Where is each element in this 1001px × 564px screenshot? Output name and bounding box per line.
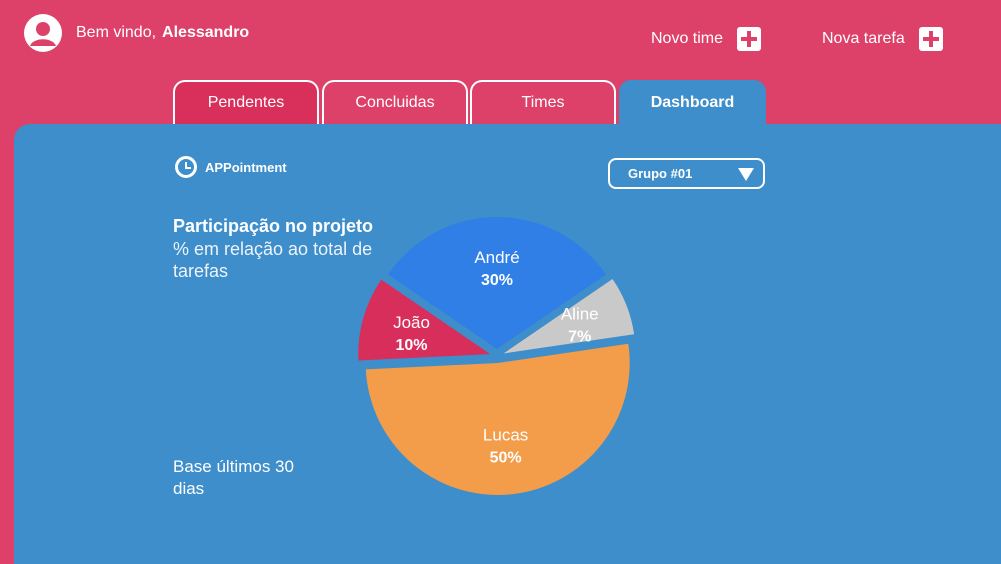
chart-note: Base últimos 30 dias — [173, 457, 294, 498]
tab-pendentes[interactable]: Pendentes — [173, 80, 319, 124]
pie-slice-joão — [358, 279, 491, 361]
slice-value-label: 10% — [395, 337, 427, 354]
plus-icon — [918, 27, 943, 51]
clock-icon — [175, 156, 197, 178]
slice-name-label: Lucas — [483, 425, 528, 444]
group-select-value: Grupo #01 — [628, 166, 693, 181]
slice-value-label: 7% — [568, 329, 591, 346]
greeting: Bem vindo, — [76, 24, 157, 41]
tab-times[interactable]: Times — [470, 80, 616, 124]
user-avatar-icon[interactable] — [24, 14, 62, 52]
slice-value-label: 50% — [490, 449, 522, 466]
top-bar: Bem vindo, Alessandro Novo time Nova tare… — [0, 0, 1001, 80]
tab-concluidas[interactable]: Concluidas — [322, 80, 468, 124]
pie-slice-aline — [503, 279, 635, 354]
user-name: Alessandro — [162, 24, 250, 41]
slice-name-label: João — [393, 313, 430, 332]
pie-slice-lucas — [365, 343, 630, 495]
new-task-button[interactable]: Nova tarefa — [822, 27, 943, 51]
slice-name-label: Aline — [561, 305, 599, 324]
plus-icon — [737, 27, 762, 51]
new-task-label: Nova tarefa — [822, 30, 905, 47]
logo-text: APPointment — [205, 159, 287, 175]
pie-slice-andré — [387, 217, 607, 349]
dropdown-arrow-icon — [738, 168, 754, 181]
group-select[interactable]: Grupo #01 — [608, 158, 765, 189]
new-team-button[interactable]: Novo time — [651, 27, 762, 51]
chart-title: Participação no projeto — [173, 216, 374, 236]
app-logo: APPointment — [175, 156, 287, 178]
welcome-text: Bem vindo, Alessandro — [76, 24, 249, 42]
new-team-label: Novo time — [651, 30, 724, 47]
chart-subtitle: % em relação ao total de tarefas — [173, 239, 373, 281]
tab-dashboard[interactable]: Dashboard — [619, 80, 766, 126]
slice-value-label: 30% — [481, 272, 513, 289]
slice-name-label: André — [474, 248, 519, 267]
